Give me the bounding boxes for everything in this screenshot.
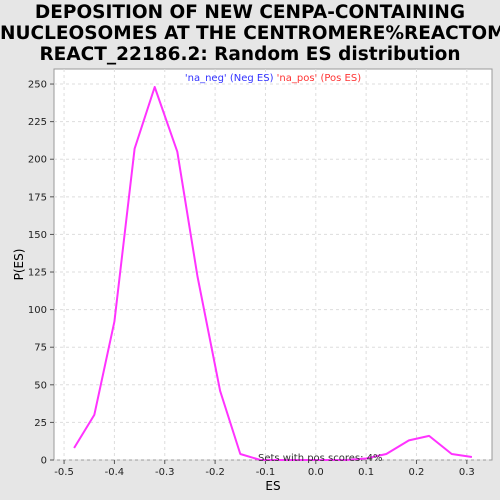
pos-scores-annotation: Sets with pos scores: 4% xyxy=(258,453,383,464)
x-tick-label: -0.2 xyxy=(205,467,225,478)
chart-title-line-3: REACT_22186.2: Random ES distribution xyxy=(39,44,461,65)
x-tick-label: 0.3 xyxy=(459,467,475,478)
y-axis-label: P(ES) xyxy=(12,249,26,281)
x-tick-label: 0.0 xyxy=(308,467,324,478)
x-axis-label: ES xyxy=(265,479,280,493)
y-tick-label: 75 xyxy=(34,343,47,354)
chart-title-line-1: DEPOSITION OF NEW CENPA-CONTAINING xyxy=(34,2,466,23)
x-tick-label: 0.1 xyxy=(358,467,374,478)
series-line xyxy=(73,86,473,461)
x-tick-label: -0.1 xyxy=(256,467,276,478)
legend: 'na_neg' (Neg ES) 'na_pos' (Pos ES) xyxy=(185,73,361,84)
x-tick-label: 0.2 xyxy=(409,467,425,478)
y-tick-label: 250 xyxy=(28,80,47,91)
y-tick-label: 175 xyxy=(28,192,47,203)
y-tick-label: 225 xyxy=(28,117,47,128)
y-tick-label: 50 xyxy=(34,380,47,391)
x-tick-label: -0.4 xyxy=(105,467,125,478)
y-tick-label: 100 xyxy=(28,305,47,316)
legend-entry: 'na_pos' (Pos ES) xyxy=(273,73,361,84)
legend-entry: 'na_neg' (Neg ES) xyxy=(185,73,274,84)
y-tick-label: 25 xyxy=(34,418,47,429)
y-tick-label: 200 xyxy=(28,155,47,166)
chart-title-line-2: NUCLEOSOMES AT THE CENTROMERE%REACTOME% xyxy=(0,23,500,44)
y-tick-label: 0 xyxy=(41,456,47,467)
plot-area xyxy=(53,68,493,461)
x-tick-label: -0.5 xyxy=(54,467,74,478)
y-tick-label: 150 xyxy=(28,230,47,241)
y-tick-label: 125 xyxy=(28,268,47,279)
x-tick-label: -0.3 xyxy=(155,467,175,478)
